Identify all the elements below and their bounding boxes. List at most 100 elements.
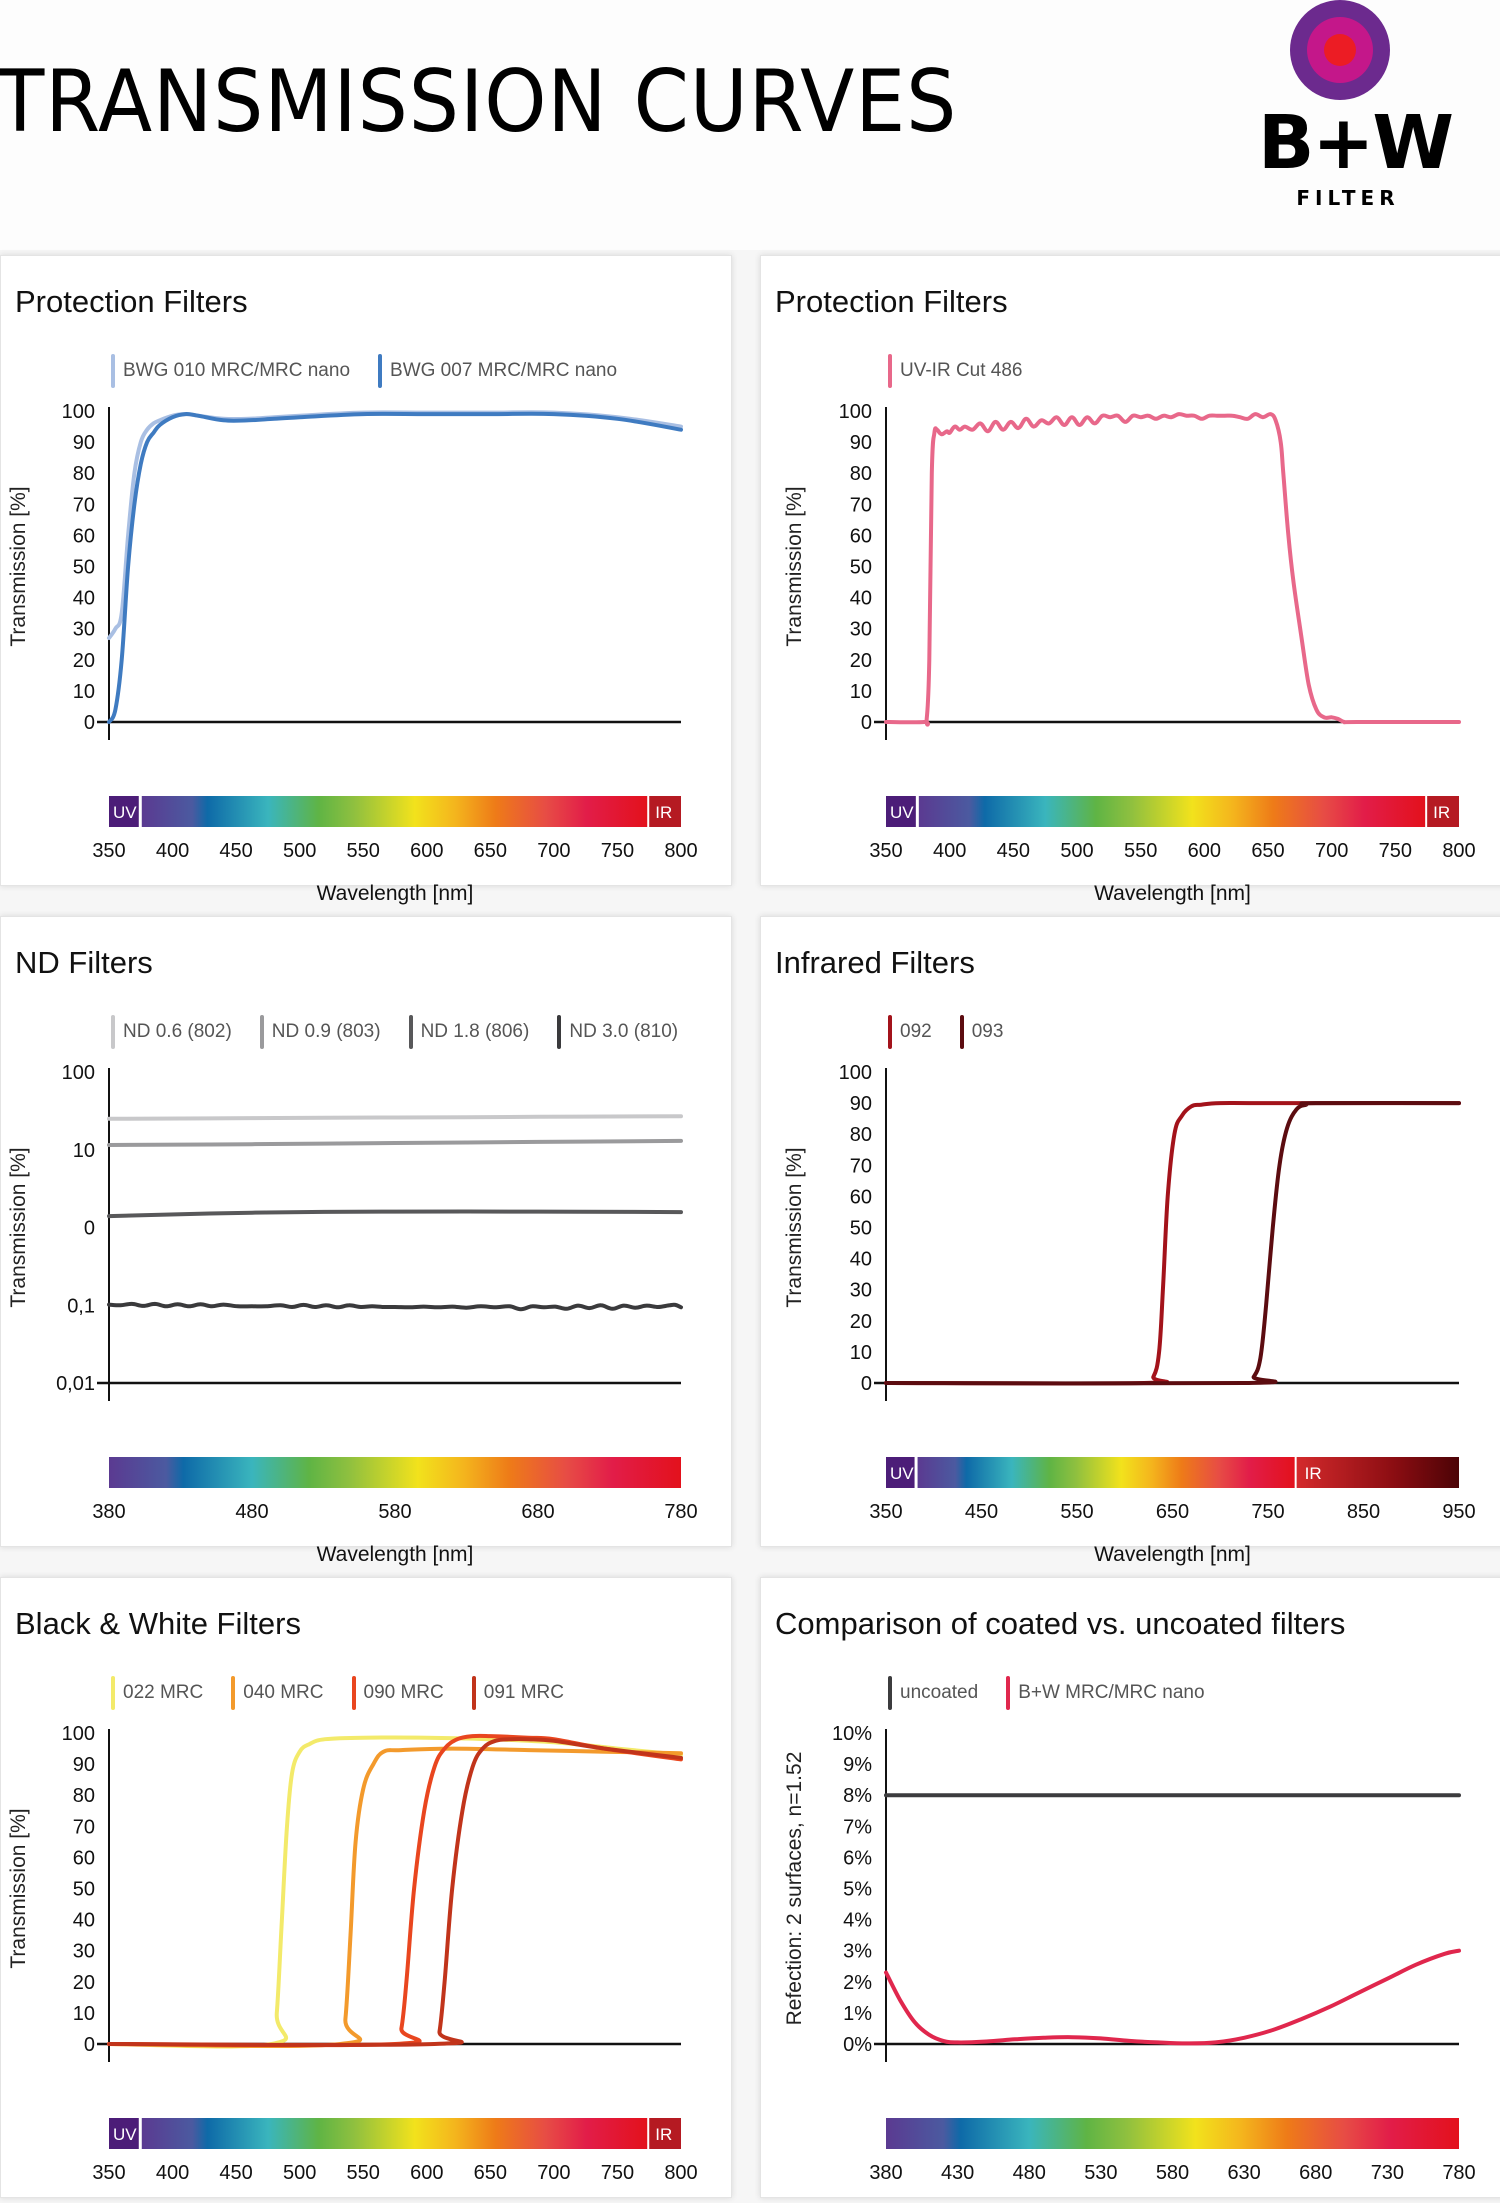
y-tick-label: 2% [843,1972,872,1994]
chart-svg-protection-uvir: Transmission [%] 0 10 20 30 40 50 60 70 80 90 100 UV… [783,401,1476,905]
chart-svg-coating: Refection: 2 surfaces, n=1.52 0% 1% 2% 3% 4% 5… [783,1723,1476,2184]
y-axis-label: Transmission [%] [7,486,30,646]
chart-legend: 022 MRC 040 MRC 090 MRC 091 MRC [111,1676,592,1710]
legend-item: UV-IR Cut 486 [888,354,1023,388]
y-tick-label: 10 [73,1140,95,1162]
y-tick-label: 10% [832,1723,872,1745]
chart-svg-protection-uv: Transmission [%] 0 10 20 30 40 50 60 70 80 90 100 UV… [7,401,698,905]
y-tick-label: 0 [861,712,872,734]
x-axis-label: Wavelength [nm] [1094,882,1251,905]
y-axis-label: Refection: 2 surfaces, n=1.52 [783,1752,806,2026]
x-tick-label: 350 [92,840,125,862]
y-tick-label: 70 [850,1155,872,1177]
series-line-nd-3-0-810- [107,1301,683,1312]
x-tick-label: 750 [1251,1501,1284,1523]
logo-brand-text: B+W [1258,100,1454,186]
series-line-bwg-007-mrc-mrc-nano [107,411,683,724]
legend-item: 022 MRC [111,1676,203,1710]
y-tick-label: 70 [850,494,872,516]
y-tick-label: 40 [850,588,872,610]
y-tick-label: 90 [850,432,872,454]
series-line-uv-ir-cut-486 [884,412,1461,727]
x-tick-label: 350 [92,2162,125,2184]
legend-item: ND 0.6 (802) [111,1015,232,1049]
legend-swatch [408,1015,413,1049]
y-tick-label: 40 [850,1249,872,1271]
y-tick-label: 60 [73,525,95,547]
visible-spectrum-bar [917,1457,1295,1488]
y-tick-label: 20 [850,1311,872,1333]
x-axis-label: Wavelength [nm] [1094,1543,1251,1566]
uv-band [886,796,916,827]
x-tick-label: 650 [1156,1501,1189,1523]
x-tick-label: 650 [474,840,507,862]
x-tick-label: 400 [156,840,189,862]
legend-swatch [888,354,892,388]
ir-band [649,796,681,827]
uv-band [886,1457,915,1488]
chart-title: Comparison of coated vs. uncoated filter… [775,1606,1346,1641]
ir-label: IR [1433,803,1450,822]
x-tick-label: 750 [1379,840,1412,862]
y-tick-label: 7% [843,1816,872,1838]
y-tick-label: 80 [850,1124,872,1146]
chart-panel-protection-uv: Protection Filters BWG 010 MRC/MRC nano BW… [0,255,732,905]
x-tick-label: 800 [1442,840,1475,862]
y-tick-label: 10 [850,1342,872,1364]
legend-label: B+W MRC/MRC nano [1018,1682,1205,1703]
y-tick-label: 50 [73,557,95,579]
chart-title: Black & White Filters [15,1606,301,1641]
legend-swatch [888,1676,892,1710]
series-line-nd-1-8-806- [107,1209,683,1219]
series-line-022-mrc [107,1735,683,2049]
y-tick-label: 100 [839,1062,872,1084]
y-tick-label: 1% [843,2003,872,2025]
chart-svg-bw: Transmission [%] 0 10 20 30 40 50 60 70 80 90 100 UV… [7,1723,698,2184]
chart-panel-protection-uvir: Protection Filters UV-IR Cut 486 Transmiss… [760,255,1500,905]
x-tick-label: 500 [283,840,316,862]
y-tick-label: 0,1 [67,1295,95,1317]
y-tick-label: 70 [73,1816,95,1838]
legend-swatch [351,1676,356,1710]
y-tick-label: 100 [62,401,95,423]
x-tick-label: 950 [1442,1501,1475,1523]
series-line-nd-0-9-803- [107,1138,683,1147]
x-tick-label: 650 [474,2162,507,2184]
chart-legend: ND 0.6 (802) ND 0.9 (803) ND 1.8 (806) ND 3… [111,1015,706,1049]
legend-item: ND 3.0 (810) [557,1015,678,1049]
x-tick-label: 450 [219,840,252,862]
y-tick-label: 70 [73,494,95,516]
ir-band [1296,1457,1459,1488]
y-tick-label: 60 [850,525,872,547]
chart-panel-nd: ND Filters ND 0.6 (802) ND 0.9 (803) ND 1.8… [0,916,732,1566]
legend-item: B+W MRC/MRC nano [1006,1676,1205,1710]
page-title: TRANSMISSION CURVES [0,52,958,152]
x-tick-label: 500 [283,2162,316,2184]
legend-label: ND 0.9 (803) [271,1021,381,1042]
y-axis-label: Transmission [%] [7,1808,30,1968]
chart-svg-infrared: Transmission [%] 0 10 20 30 40 50 60 70 80 90 100 UV… [783,1062,1476,1566]
legend-item: uncoated [888,1676,978,1710]
legend-label: 040 MRC [243,1682,324,1703]
x-tick-label: 480 [235,1501,268,1523]
logo-sub-text: FILTER [1296,186,1400,210]
chart-panel-infrared: Infrared Filters 092 093 Transmission [%] 0 1… [760,916,1500,1566]
x-tick-label: 350 [869,840,902,862]
legend-item: 093 [959,1015,1003,1049]
x-tick-label: 580 [1156,2162,1189,2184]
chart-panel-bw: Black & White Filters 022 MRC 040 MRC 090 M… [0,1577,732,2198]
x-tick-label: 630 [1227,2162,1260,2184]
y-tick-label: 20 [850,650,872,672]
legend-label: 092 [900,1021,932,1042]
x-tick-label: 400 [156,2162,189,2184]
x-tick-label: 380 [869,2162,902,2184]
series-line-040-mrc [107,1746,683,2048]
chart-panel-coating: Comparison of coated vs. uncoated filter… [760,1577,1500,2198]
legend-swatch [888,1015,892,1049]
legend-swatch [471,1676,476,1710]
x-tick-label: 350 [869,1501,902,1523]
y-tick-label: 10 [850,681,872,703]
y-tick-label: 90 [73,432,95,454]
chart-legend: BWG 010 MRC/MRC nano BWG 007 MRC/MRC nano [111,354,645,388]
series-line-091-mrc [107,1736,683,2047]
